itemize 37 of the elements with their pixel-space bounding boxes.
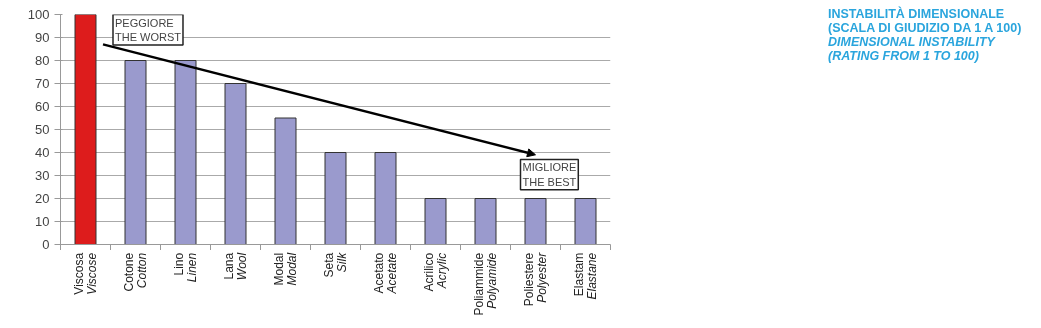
category-label: Poliammide Polyamide [472, 252, 499, 316]
bar [474, 198, 497, 245]
y-tick-label: 10 [35, 214, 50, 229]
category-label: Acetato Acetate [372, 252, 399, 294]
y-tick-label: 70 [35, 76, 50, 91]
bar [324, 152, 347, 245]
y-tick-label: 90 [35, 30, 50, 45]
category-label: Poliestere Polyester [522, 252, 549, 307]
y-tick-label: 30 [35, 168, 50, 183]
category-label: Lino Linen [172, 252, 199, 283]
y-tick-label: 20 [35, 191, 50, 206]
bar [374, 152, 397, 245]
bar [174, 60, 197, 245]
y-tick-label: 50 [35, 122, 50, 137]
bar [524, 198, 547, 245]
bar [124, 60, 147, 245]
category-label: Seta Silk [322, 252, 349, 278]
category-label: Acrilico Acrylic [422, 252, 449, 292]
bar [274, 117, 297, 245]
y-tick-label: 40 [35, 145, 50, 160]
annotation: MIGLIORE THE BEST [522, 161, 577, 188]
category-label: Elastam Elastane [572, 252, 599, 300]
text: INSTABILITÀ DIMENSIONALE (SCALA DI GIUDIZIO DA 1 A 100) [828, 7, 1022, 35]
bar [574, 198, 597, 245]
bar [74, 14, 97, 245]
category-label: Cotone Cotton [122, 252, 149, 292]
y-tick-label: 60 [35, 99, 50, 114]
bar [224, 83, 247, 245]
category-label: Lana Wool [222, 252, 249, 281]
y-tick-label: 80 [35, 53, 50, 68]
annotation: PEGGIORE THE WORST [115, 16, 182, 43]
y-tick-label: 100 [27, 7, 50, 22]
y-tick-label: 0 [42, 237, 50, 252]
bar [424, 198, 447, 245]
category-label: Viscosa Viscose [72, 252, 99, 295]
category-label: Modal Modal [272, 252, 299, 286]
text: DIMENSIONAL INSTABILITY (RATING FROM 1 TO 100) [828, 35, 995, 63]
